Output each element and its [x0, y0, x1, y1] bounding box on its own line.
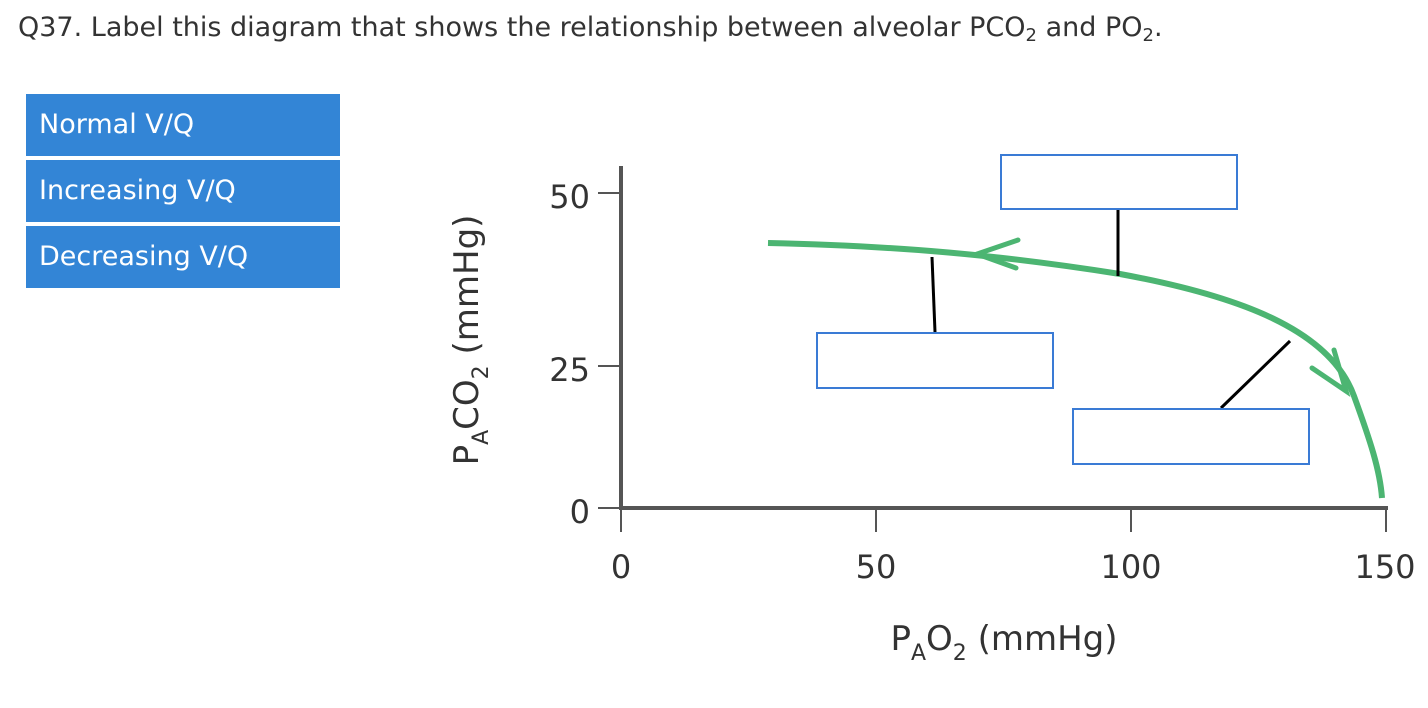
drop-target-middle[interactable]	[816, 332, 1054, 389]
y-tick-label-50: 50	[549, 178, 590, 216]
question-text: Q37. Label this diagram that shows the r…	[18, 12, 1163, 46]
arrowhead-left-icon	[969, 237, 1021, 271]
label-chip-increasing-vq[interactable]: Increasing V/Q	[26, 160, 340, 222]
label-chip-normal-vq[interactable]: Normal V/Q	[26, 94, 340, 156]
drop-target-top[interactable]	[1000, 154, 1238, 210]
drop-target-right[interactable]	[1072, 408, 1310, 465]
leader-line-middle	[930, 256, 937, 333]
label-chip-decreasing-vq[interactable]: Decreasing V/Q	[26, 226, 340, 288]
question-sub-1: 2	[1025, 25, 1037, 46]
leader-line-right	[1219, 339, 1292, 410]
x-tick-label-150: 150	[1354, 548, 1415, 586]
y-axis-label: PACO2 (mmHg)	[447, 215, 494, 466]
vq-curve-line	[767, 240, 1385, 499]
arrowhead-down-icon	[1309, 347, 1351, 397]
x-tick-label-100: 100	[1100, 548, 1161, 586]
question-and: and PO	[1036, 12, 1143, 43]
x-tick-label-50: 50	[856, 548, 897, 586]
x-axis-label: PAO2 (mmHg)	[890, 619, 1117, 666]
y-tick-label-0: 0	[570, 493, 590, 531]
question-end: .	[1153, 12, 1163, 43]
y-tick-label-25: 25	[549, 351, 590, 389]
question-sub-2: 2	[1142, 25, 1154, 46]
answer-bank: Normal V/Q Increasing V/Q Decreasing V/Q	[26, 94, 340, 292]
question-main: Q37. Label this diagram that shows the r…	[18, 12, 1026, 43]
x-tick-label-0: 0	[611, 548, 631, 586]
